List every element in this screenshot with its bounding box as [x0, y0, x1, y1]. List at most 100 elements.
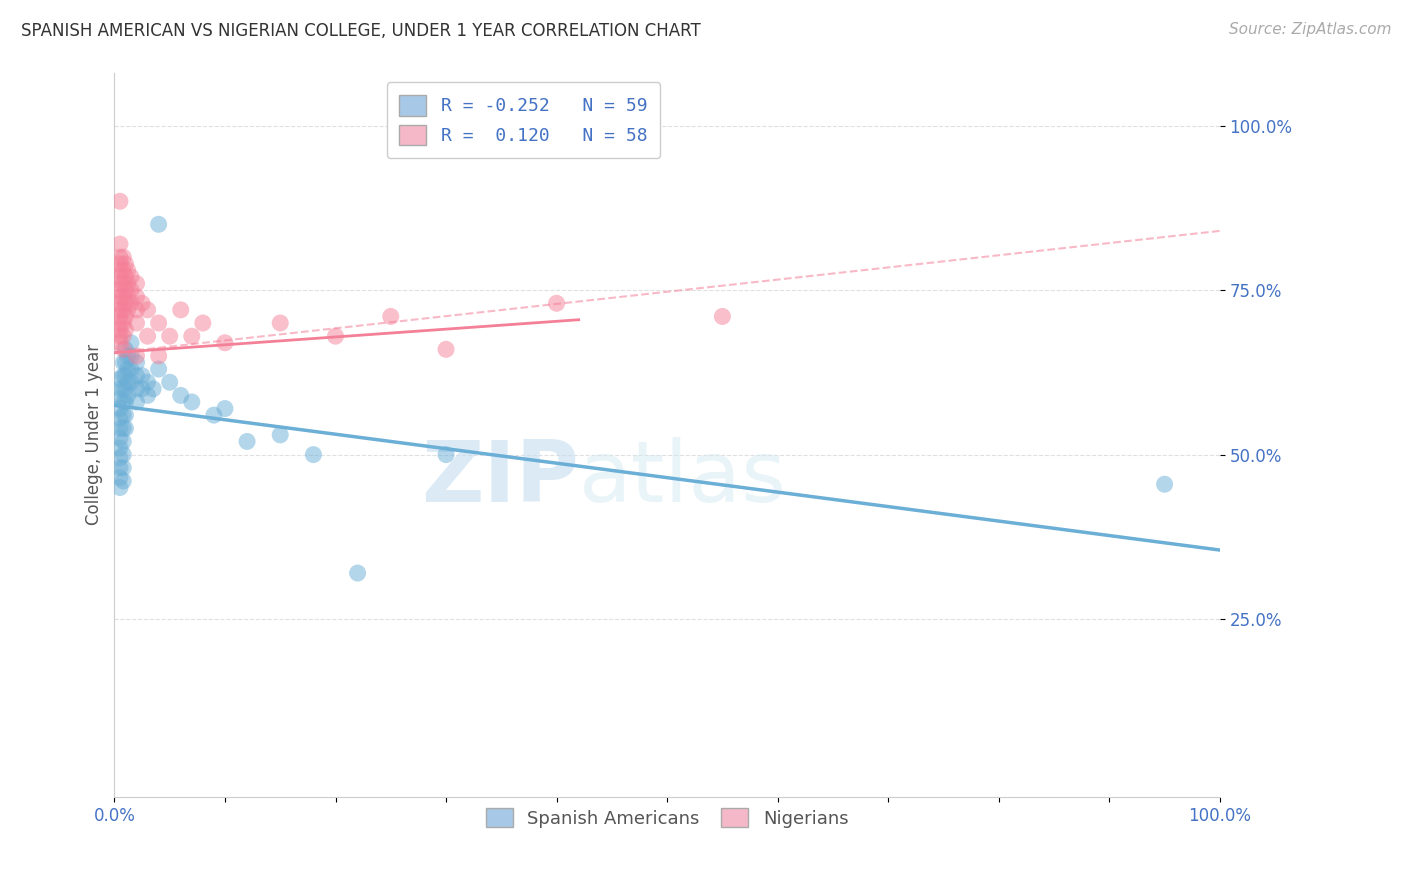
Point — [214, 335, 236, 350]
Point — [108, 237, 131, 252]
Point — [180, 395, 202, 409]
Point — [108, 411, 131, 425]
Point — [302, 448, 325, 462]
Point — [112, 277, 135, 291]
Point — [269, 316, 291, 330]
Point — [114, 283, 136, 297]
Point — [125, 382, 148, 396]
Y-axis label: College, Under 1 year: College, Under 1 year — [86, 344, 103, 525]
Point — [148, 362, 170, 376]
Point — [191, 316, 214, 330]
Point — [108, 335, 131, 350]
Point — [125, 349, 148, 363]
Text: atlas: atlas — [579, 437, 787, 520]
Point — [142, 382, 165, 396]
Point — [117, 362, 139, 376]
Point — [114, 257, 136, 271]
Point — [112, 395, 135, 409]
Point — [112, 250, 135, 264]
Point — [125, 316, 148, 330]
Point — [114, 343, 136, 357]
Point — [325, 329, 347, 343]
Point — [125, 368, 148, 383]
Point — [120, 376, 142, 390]
Point — [108, 323, 131, 337]
Point — [108, 481, 131, 495]
Point — [148, 217, 170, 231]
Point — [131, 296, 153, 310]
Point — [214, 401, 236, 416]
Point — [108, 269, 131, 284]
Point — [108, 194, 131, 209]
Point — [136, 376, 159, 390]
Point — [108, 401, 131, 416]
Point — [112, 448, 135, 462]
Point — [108, 257, 131, 271]
Point — [108, 382, 131, 396]
Point — [112, 316, 135, 330]
Point — [546, 296, 568, 310]
Point — [170, 388, 193, 402]
Point — [114, 382, 136, 396]
Point — [269, 428, 291, 442]
Point — [108, 277, 131, 291]
Point — [711, 310, 734, 324]
Point — [202, 408, 225, 422]
Point — [136, 302, 159, 317]
Point — [125, 277, 148, 291]
Point — [108, 421, 131, 435]
Point — [108, 431, 131, 445]
Point — [112, 368, 135, 383]
Point — [120, 269, 142, 284]
Point — [117, 349, 139, 363]
Point — [131, 368, 153, 383]
Point — [434, 448, 457, 462]
Point — [114, 323, 136, 337]
Point — [120, 362, 142, 376]
Point — [120, 349, 142, 363]
Text: SPANISH AMERICAN VS NIGERIAN COLLEGE, UNDER 1 YEAR CORRELATION CHART: SPANISH AMERICAN VS NIGERIAN COLLEGE, UN… — [21, 22, 700, 40]
Point — [120, 283, 142, 297]
Point — [112, 408, 135, 422]
Text: ZIP: ZIP — [420, 437, 579, 520]
Point — [112, 460, 135, 475]
Point — [114, 355, 136, 369]
Point — [236, 434, 259, 449]
Point — [120, 296, 142, 310]
Point — [114, 408, 136, 422]
Point — [108, 302, 131, 317]
Point — [159, 376, 181, 390]
Point — [125, 355, 148, 369]
Point — [112, 474, 135, 488]
Legend: Spanish Americans, Nigerians: Spanish Americans, Nigerians — [478, 801, 856, 835]
Point — [112, 329, 135, 343]
Point — [108, 392, 131, 406]
Point — [108, 250, 131, 264]
Point — [112, 343, 135, 357]
Point — [108, 450, 131, 465]
Point — [380, 310, 402, 324]
Point — [117, 263, 139, 277]
Point — [180, 329, 202, 343]
Point — [112, 421, 135, 435]
Point — [131, 382, 153, 396]
Point — [112, 382, 135, 396]
Point — [120, 335, 142, 350]
Point — [112, 302, 135, 317]
Point — [114, 310, 136, 324]
Point — [434, 343, 457, 357]
Text: Source: ZipAtlas.com: Source: ZipAtlas.com — [1229, 22, 1392, 37]
Point — [117, 302, 139, 317]
Point — [117, 277, 139, 291]
Point — [114, 421, 136, 435]
Point — [112, 263, 135, 277]
Point — [108, 316, 131, 330]
Point — [117, 290, 139, 304]
Point — [148, 349, 170, 363]
Point — [1153, 477, 1175, 491]
Point — [108, 329, 131, 343]
Point — [170, 302, 193, 317]
Point — [117, 376, 139, 390]
Point — [125, 290, 148, 304]
Point — [125, 302, 148, 317]
